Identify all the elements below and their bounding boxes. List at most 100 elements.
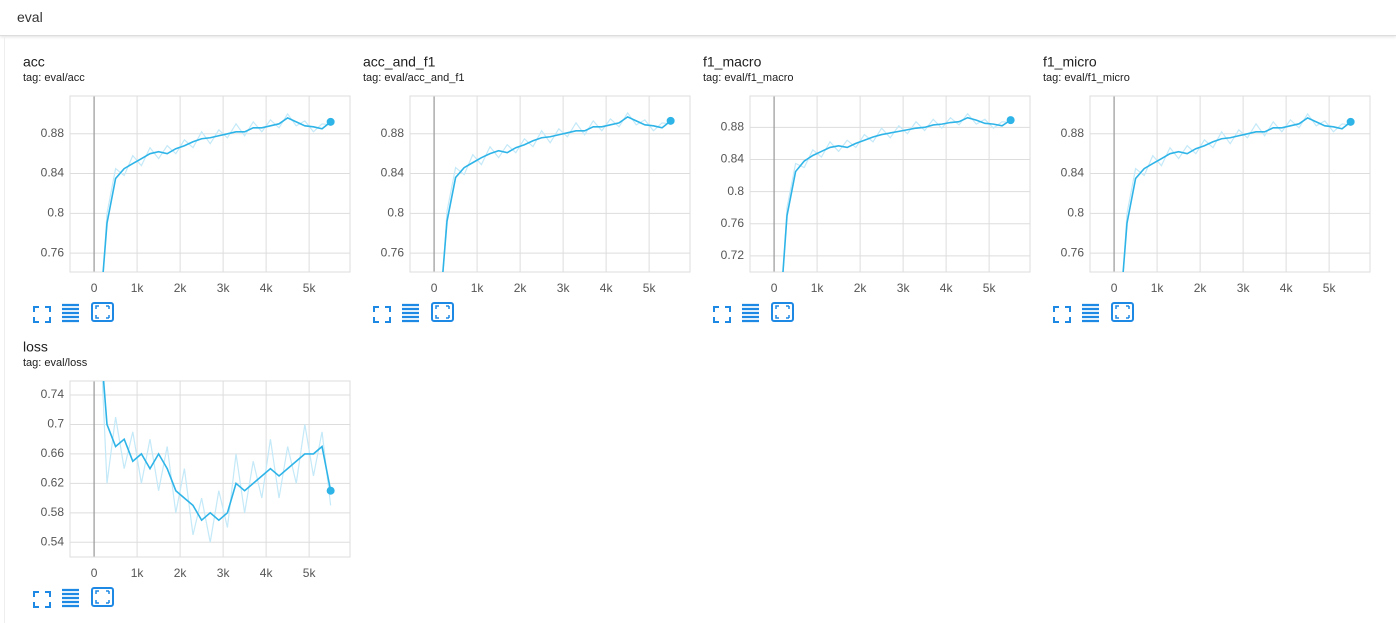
fullscreen-button[interactable]	[33, 591, 51, 608]
plot	[102, 112, 335, 272]
x-tick-label: 1k	[811, 281, 825, 295]
chart-tag: tag: eval/acc	[23, 72, 85, 84]
last-point	[1346, 117, 1355, 126]
fullscreen-button[interactable]	[713, 306, 731, 323]
y-tick-label: 0.8	[1067, 206, 1084, 220]
plot-frame	[749, 95, 1031, 273]
plot-frame	[69, 95, 351, 273]
chart: f1_macro tag: eval/f1_macro 0.72 0.76 0.8 0.8…	[703, 54, 1031, 323]
series-line	[442, 115, 672, 272]
chart-tag: tag: eval/f1_micro	[1043, 72, 1130, 84]
x-tick-label: 0	[91, 281, 98, 295]
fullscreen-button[interactable]	[33, 306, 51, 323]
chart-title: acc	[23, 55, 45, 70]
plot-frame	[69, 380, 351, 558]
data-table-button[interactable]	[742, 303, 759, 323]
icon	[771, 302, 794, 322]
x-tick-label: 3k	[1237, 281, 1251, 295]
icon	[95, 590, 110, 604]
toolbar	[713, 302, 794, 323]
x-tick-label: 0	[431, 281, 438, 295]
chart-card: acc_and_f1 tag: eval/acc_and_f1 0.76 0.8 0.8…	[362, 54, 702, 330]
chart-tag: tag: eval/f1_macro	[703, 72, 794, 84]
y-tick-label: 0.74	[41, 387, 65, 401]
chart-tag: tag: eval/loss	[23, 357, 88, 369]
icon	[713, 306, 731, 323]
x-tick-label: 5k	[303, 566, 317, 580]
fit-domain-button[interactable]	[91, 302, 114, 322]
series-line	[101, 381, 332, 543]
icon	[1111, 302, 1134, 322]
chart-title: acc_and_f1	[363, 55, 436, 70]
icon	[95, 305, 110, 319]
series-line	[1122, 112, 1351, 272]
y-tick-label: 0.88	[1061, 126, 1085, 140]
plot	[782, 112, 1015, 272]
chart: f1_micro tag: eval/f1_micro 0.76 0.8 0.84 0.8…	[1043, 54, 1371, 323]
icon	[91, 302, 114, 322]
data-table-button[interactable]	[62, 588, 79, 608]
header-bar: eval	[0, 0, 1396, 36]
x-tick-label: 1k	[471, 281, 485, 295]
x-tick-label: 3k	[217, 281, 231, 295]
y-tick-label: 0.88	[41, 126, 65, 140]
fullscreen-button[interactable]	[373, 306, 391, 323]
icon	[373, 306, 391, 323]
toolbar	[1053, 302, 1134, 323]
series-line	[102, 112, 331, 272]
chart: loss tag: eval/loss 0.54 0.58 0.62 0.66 0.7 0.7…	[23, 339, 351, 608]
y-tick-label: 0.54	[41, 534, 65, 548]
x-tick-label: 5k	[303, 281, 317, 295]
icon	[775, 305, 790, 319]
chart-card: f1_macro tag: eval/f1_macro 0.72 0.76 0.8 0.8…	[702, 54, 1042, 330]
y-tick-label: 0.88	[721, 120, 745, 134]
y-tick-label: 0.8	[727, 184, 744, 198]
y-tick-label: 0.7	[47, 417, 64, 431]
x-tick-label: 2k	[174, 566, 188, 580]
last-point	[326, 486, 335, 495]
toolbar	[33, 587, 114, 608]
fullscreen-button[interactable]	[1053, 306, 1071, 323]
chart-card: f1_micro tag: eval/f1_micro 0.76 0.8 0.84 0.8…	[1042, 54, 1382, 330]
plot	[442, 111, 675, 272]
chart-title: f1_micro	[1043, 55, 1097, 70]
data-table-button[interactable]	[62, 303, 79, 323]
y-tick-label: 0.8	[387, 206, 404, 220]
data-table-button[interactable]	[1082, 303, 1099, 323]
chart-card: loss tag: eval/loss 0.54 0.58 0.62 0.66 0.7 0.7…	[22, 339, 362, 615]
y-tick-label: 0.84	[381, 166, 405, 180]
chart-tag: tag: eval/acc_and_f1	[363, 72, 465, 84]
chart: acc tag: eval/acc 0.76 0.8 0.84 0.88 0 1k 2k 3k 4k…	[23, 54, 351, 323]
fit-domain-button[interactable]	[91, 587, 114, 607]
x-tick-label: 4k	[260, 566, 274, 580]
series-line	[102, 116, 332, 272]
y-tick-label: 0.8	[47, 206, 64, 220]
last-point	[1006, 116, 1015, 125]
icon	[1115, 305, 1130, 319]
x-tick-label: 4k	[600, 281, 614, 295]
fit-domain-button[interactable]	[1111, 302, 1134, 322]
y-tick-label: 0.66	[41, 446, 65, 460]
x-tick-label: 3k	[557, 281, 571, 295]
y-tick-label: 0.72	[721, 248, 745, 262]
chart-card: acc tag: eval/acc 0.76 0.8 0.84 0.88 0 1k 2k 3k 4k…	[22, 54, 362, 330]
last-point	[326, 117, 335, 126]
y-tick-label: 0.76	[41, 245, 65, 259]
fit-domain-button[interactable]	[431, 302, 454, 322]
icon	[33, 306, 51, 323]
x-tick-label: 2k	[174, 281, 188, 295]
fit-domain-button[interactable]	[771, 302, 794, 322]
toolbar	[33, 302, 114, 323]
x-tick-label: 2k	[514, 281, 528, 295]
plot	[101, 381, 335, 543]
y-tick-label: 0.58	[41, 505, 65, 519]
series-line	[442, 111, 671, 272]
y-tick-label: 0.62	[41, 476, 65, 490]
x-tick-label: 4k	[260, 281, 274, 295]
x-tick-label: 5k	[983, 281, 997, 295]
data-table-button[interactable]	[402, 303, 419, 323]
toolbar	[373, 302, 454, 323]
x-tick-label: 0	[771, 281, 778, 295]
y-tick-label: 0.84	[41, 166, 65, 180]
